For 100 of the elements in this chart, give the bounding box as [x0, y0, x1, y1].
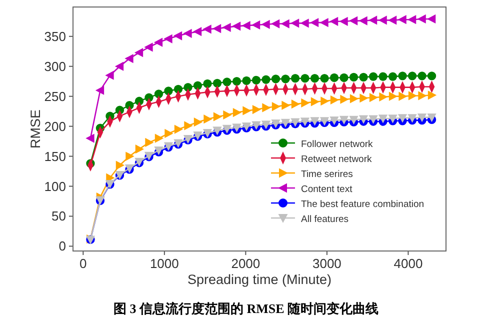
point [426, 14, 436, 24]
point [145, 138, 154, 148]
point [124, 54, 134, 64]
point [242, 76, 251, 86]
point [378, 16, 387, 25]
point [134, 48, 144, 58]
point [290, 74, 300, 83]
point [330, 73, 339, 82]
point [349, 72, 358, 82]
point [348, 16, 358, 26]
point [164, 86, 173, 96]
point [310, 18, 319, 28]
point [350, 94, 359, 104]
point [330, 95, 340, 104]
point [408, 72, 417, 80]
point [418, 91, 427, 100]
point [368, 16, 378, 25]
point [164, 34, 172, 44]
point [291, 100, 300, 109]
point [358, 16, 368, 26]
point [320, 96, 330, 106]
point [173, 31, 182, 40]
point [339, 16, 348, 26]
point [242, 21, 250, 30]
point [310, 74, 320, 83]
point [202, 24, 212, 34]
point [282, 100, 290, 110]
point [398, 72, 407, 80]
point [271, 74, 280, 84]
point [116, 160, 125, 170]
point [184, 121, 193, 130]
ylabel: RMSE [28, 110, 43, 148]
point [154, 38, 163, 47]
point [320, 18, 328, 28]
point [329, 16, 338, 26]
point [105, 70, 114, 80]
point [183, 28, 192, 38]
point [261, 20, 270, 29]
point [212, 24, 222, 34]
point [126, 152, 134, 161]
point [359, 72, 368, 82]
point [369, 92, 378, 102]
point [388, 92, 398, 101]
point [251, 20, 260, 30]
point [408, 91, 418, 100]
point [203, 79, 212, 88]
point [427, 72, 436, 80]
point [417, 113, 427, 122]
point [262, 75, 270, 84]
point [252, 76, 261, 84]
point [407, 15, 416, 24]
point [223, 110, 232, 120]
point [281, 74, 290, 84]
point [194, 118, 203, 127]
point [388, 16, 397, 25]
point [222, 22, 231, 32]
point [164, 128, 174, 138]
point [368, 72, 378, 81]
point [135, 144, 144, 154]
point [252, 104, 262, 114]
point [418, 72, 426, 80]
point [174, 124, 184, 134]
point [340, 73, 348, 82]
point [232, 108, 242, 118]
point [204, 114, 212, 124]
point [428, 90, 437, 100]
point [379, 92, 388, 102]
point [280, 19, 290, 28]
point [310, 97, 320, 106]
point [398, 114, 408, 123]
point [192, 27, 202, 36]
point [290, 18, 300, 28]
point [300, 18, 309, 28]
point [340, 94, 349, 104]
point [213, 112, 222, 122]
point [388, 72, 398, 81]
point [95, 86, 104, 95]
point [242, 106, 252, 116]
point [212, 78, 222, 88]
point [398, 15, 406, 24]
point [270, 19, 280, 28]
point [378, 114, 388, 124]
point [184, 83, 192, 92]
point [86, 134, 94, 143]
point [301, 98, 310, 108]
point [144, 42, 153, 52]
point [360, 94, 368, 103]
point [232, 22, 241, 31]
point [272, 102, 281, 112]
xlabel: Spreading time (Minute) [187, 272, 332, 287]
point [232, 77, 242, 86]
point [114, 62, 124, 71]
point [320, 74, 329, 83]
point [417, 14, 426, 24]
point [300, 74, 310, 83]
point [193, 81, 202, 90]
point [262, 103, 271, 112]
point [154, 90, 164, 98]
point [378, 72, 388, 81]
point [154, 134, 164, 143]
